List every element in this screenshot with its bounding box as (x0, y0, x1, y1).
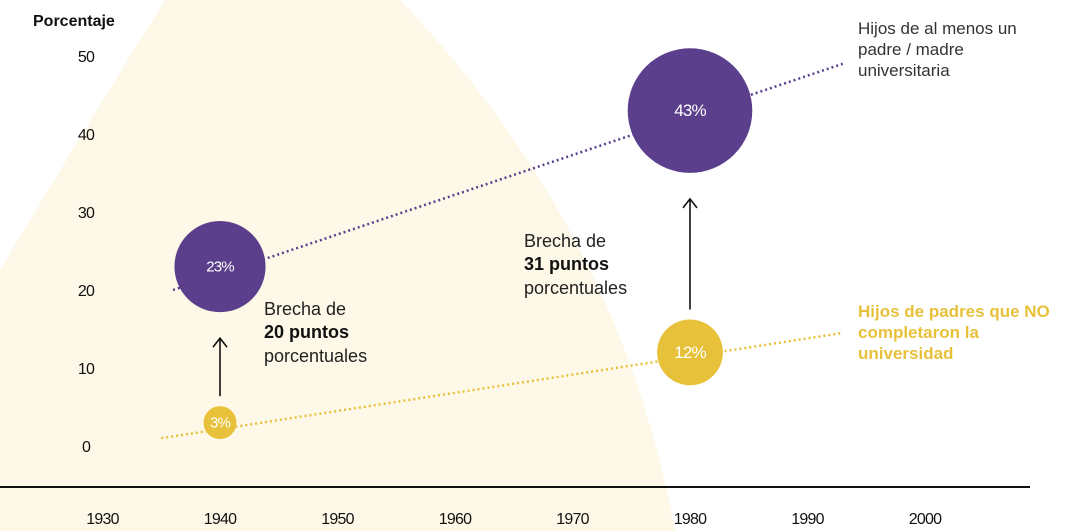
x-tick-label: 1990 (791, 511, 824, 528)
annotation-text: Brecha de (264, 299, 346, 319)
x-tick-label: 1970 (556, 511, 589, 528)
y-tick-label: 30 (78, 205, 95, 222)
bubble (174, 221, 266, 313)
bubble-label: 23% (206, 259, 234, 276)
x-tick-label: 1940 (204, 511, 237, 528)
annotation-bold: 20 puntos (264, 322, 349, 342)
bubble-label: 12% (674, 343, 706, 362)
series-label: Hijos de al menos un padre / madre unive… (858, 19, 1017, 80)
y-tick-label: 10 (78, 361, 95, 378)
y-tick-label: 0 (82, 439, 91, 456)
gap-arrow-head (212, 336, 228, 348)
annotation-text: porcentuales (264, 346, 367, 366)
x-tick-label: 1980 (674, 511, 707, 528)
annotation-text: Brecha de (524, 231, 606, 251)
background-arc (0, 0, 675, 531)
annotation-bold: 31 puntos (524, 254, 609, 274)
bubble-label: 43% (674, 101, 706, 120)
y-axis-title: Porcentaje (33, 13, 115, 30)
y-tick-label: 40 (78, 127, 95, 144)
x-tick-label: 1930 (86, 511, 119, 528)
annotation-text: porcentuales (524, 278, 627, 298)
bubble (657, 319, 723, 386)
y-tick-label: 50 (78, 49, 95, 66)
bubble (627, 48, 753, 173)
x-tick-label: 2000 (909, 511, 942, 528)
y-tick-label: 20 (78, 283, 95, 300)
series-label: Hijos de padres que NO completaron la un… (858, 302, 1050, 363)
x-tick-label: 1950 (321, 511, 354, 528)
bubble (203, 406, 237, 440)
bubble-label: 3% (210, 415, 231, 432)
x-tick-label: 1960 (439, 511, 472, 528)
gap-arrow-head (682, 197, 698, 209)
